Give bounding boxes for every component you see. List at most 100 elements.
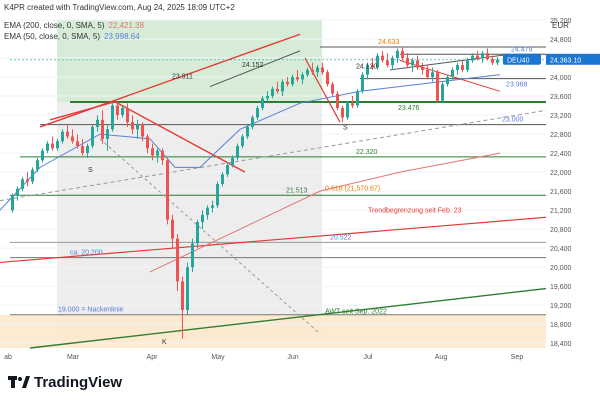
candle: [426, 69, 429, 78]
footer: [0, 362, 600, 401]
price-tick-label: 21,200: [550, 208, 572, 215]
candle: [396, 50, 399, 59]
candle: [201, 214, 204, 223]
candle: [456, 65, 459, 70]
candle: [266, 96, 269, 99]
grey-zone: [57, 101, 322, 339]
candle: [466, 60, 469, 70]
candle: [76, 141, 79, 146]
candle: [126, 107, 129, 123]
annotation-label: S: [88, 167, 93, 174]
candle: [371, 65, 374, 68]
time-tick-label: Jul: [364, 354, 373, 361]
trend-line: [399, 59, 501, 92]
candle: [311, 69, 314, 73]
price-tick-label: 23,600: [550, 94, 572, 101]
candle: [86, 145, 89, 154]
tradingview-logo[interactable]: TradingView: [8, 374, 122, 391]
ema200-legend[interactable]: EMA (200, close, 0, SMA, 5) 22,421.38: [4, 21, 144, 30]
candle: [281, 81, 284, 92]
candle: [296, 77, 299, 80]
shaded-zones: [0, 20, 546, 348]
candle: [431, 72, 434, 78]
trend-line: [304, 57, 341, 123]
candle: [176, 238, 179, 282]
candle: [241, 136, 244, 146]
candle: [446, 77, 449, 85]
price-tick-label: 20,800: [550, 227, 572, 234]
level-label: ca. 20.200: [70, 250, 103, 257]
candle: [36, 160, 39, 170]
candle: [196, 222, 199, 244]
trend-line: [389, 53, 511, 71]
candle: [51, 143, 54, 149]
candle: [406, 58, 409, 66]
candle: [106, 129, 109, 139]
ema50-legend[interactable]: EMA (50, close, 0, SMA, 5) 23,998.64: [4, 32, 140, 41]
price-tick-label: 22,400: [550, 151, 572, 158]
candle: [71, 136, 74, 142]
price-tick-label: 24,800: [550, 37, 572, 44]
candle: [251, 117, 254, 127]
candle: [191, 243, 194, 268]
time-tick-label: Sep: [511, 354, 524, 361]
candle: [366, 65, 369, 75]
price-tick-label: 18,400: [550, 341, 572, 348]
price-tick-label: 22,000: [550, 170, 572, 177]
candle: [166, 160, 169, 220]
candle: [101, 119, 104, 139]
time-tick-label: Apr: [147, 354, 159, 361]
ema-lines: [0, 74, 501, 273]
candle: [326, 72, 329, 85]
time-tick-label: May: [211, 354, 225, 361]
candle: [376, 55, 379, 68]
annotation-label: K: [162, 339, 167, 346]
candle: [181, 281, 184, 310]
trend-line: [114, 101, 246, 173]
time-tick-label: ab: [4, 354, 12, 361]
level-label: 23.000: [502, 117, 524, 124]
candle: [421, 67, 424, 70]
price-axis[interactable]: 25,20024,80024,40024,00023,60023,20022,8…: [546, 18, 600, 348]
candle: [116, 105, 119, 116]
level-label: 23.911: [172, 73, 193, 80]
candle: [246, 126, 249, 137]
level-label: 23.968: [506, 82, 528, 89]
time-tick-label: Jun: [287, 354, 298, 361]
candle: [471, 55, 474, 61]
candle: [46, 143, 49, 151]
candle: [356, 91, 359, 106]
candle: [331, 84, 334, 94]
level-labels: 24.633 24.479 24.152 24.120 23.968 23.911 23.4…: [58, 39, 541, 346]
header-created: K4PR created with TradingView.com, Aug 2…: [4, 3, 235, 12]
candle: [26, 179, 29, 182]
candle: [481, 53, 484, 59]
candle: [111, 105, 114, 130]
candle: [186, 267, 189, 310]
level-label: 19.000 = Nackenlinie: [58, 307, 124, 314]
candle: [141, 124, 144, 137]
price-tick-label: 21,600: [550, 189, 572, 196]
candle: [361, 74, 364, 92]
candle: [401, 50, 404, 59]
candle: [171, 219, 174, 239]
candle: [321, 67, 324, 73]
candle: [386, 60, 389, 66]
level-label: 20.522: [330, 234, 352, 241]
candle: [16, 188, 19, 196]
price-tick-label: 19,200: [550, 303, 572, 310]
candle: [411, 60, 414, 66]
annotation-label: S: [343, 124, 348, 131]
candle: [211, 205, 214, 208]
level-label: 24.633: [378, 39, 400, 46]
candle: [41, 150, 44, 161]
candle: [486, 53, 489, 59]
price-tick-label: 25,200: [550, 18, 572, 25]
symbol-label: DEU40: [507, 57, 530, 64]
candle: [416, 60, 419, 68]
candle: [206, 207, 209, 215]
candle: [436, 72, 439, 101]
candles: [11, 46, 499, 339]
time-axis[interactable]: ab Mar Apr May Jun Jul Aug Sep: [4, 354, 523, 361]
